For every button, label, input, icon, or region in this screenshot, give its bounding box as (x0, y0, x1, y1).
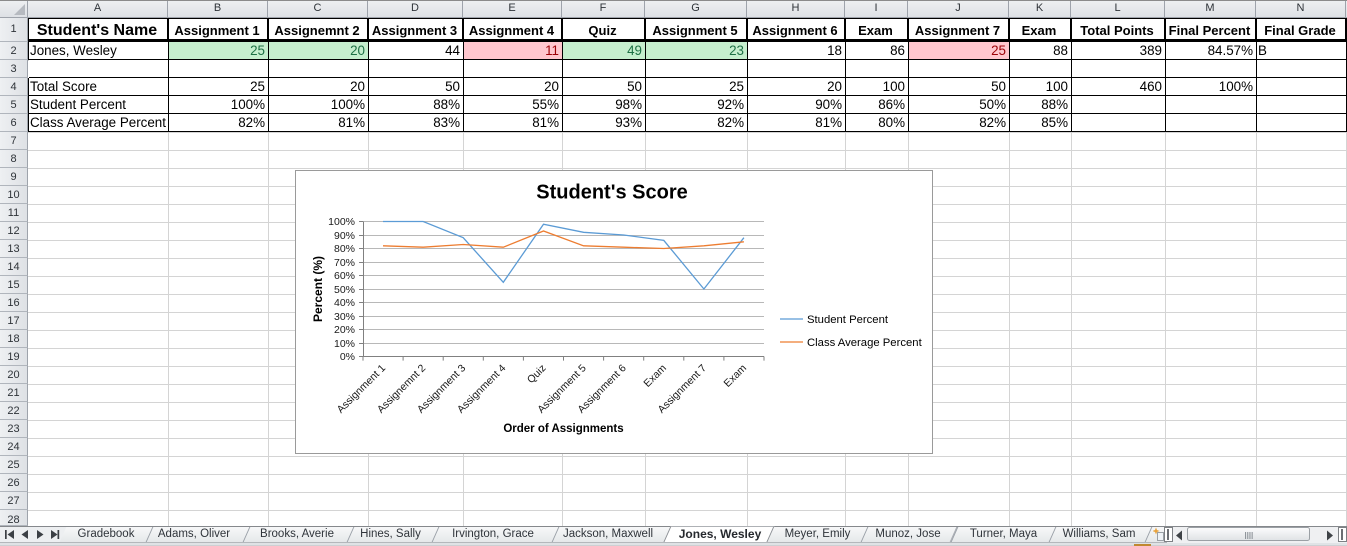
svg-text:40%: 40% (334, 297, 355, 309)
svg-text:20%: 20% (334, 324, 355, 336)
svg-text:Class Average Percent: Class Average Percent (807, 337, 923, 349)
svg-text:Percent (%): Percent (%) (311, 256, 325, 322)
svg-text:Student's Score: Student's Score (536, 182, 687, 204)
svg-text:30%: 30% (334, 311, 355, 323)
svg-text:100%: 100% (328, 216, 355, 228)
svg-text:50%: 50% (334, 284, 355, 296)
svg-text:80%: 80% (334, 243, 355, 255)
svg-text:Order of Assignments: Order of Assignments (503, 423, 623, 435)
svg-text:10%: 10% (334, 338, 355, 350)
svg-text:90%: 90% (334, 230, 355, 242)
svg-text:0%: 0% (340, 351, 355, 363)
svg-text:Student Percent: Student Percent (807, 314, 889, 326)
svg-text:70%: 70% (334, 257, 355, 269)
svg-text:60%: 60% (334, 270, 355, 282)
